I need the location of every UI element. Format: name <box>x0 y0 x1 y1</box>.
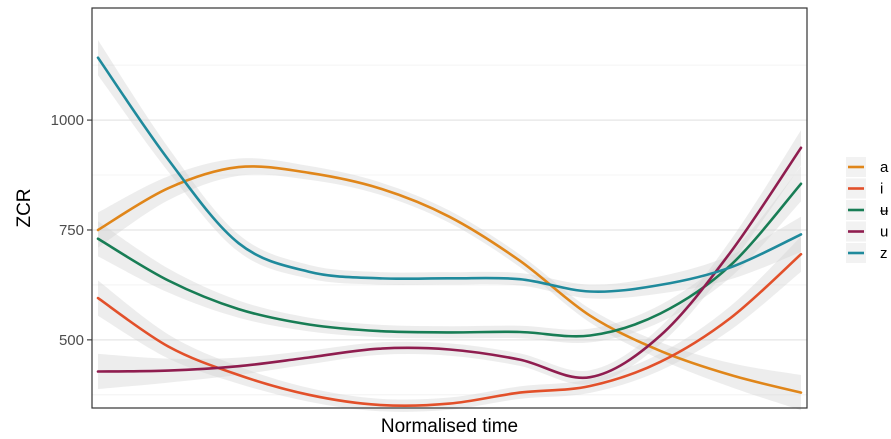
plot-background <box>92 8 807 408</box>
y-tick-label: 750 <box>59 222 84 239</box>
confidence-band-z <box>98 40 801 299</box>
plot-border <box>91 7 808 409</box>
x-axis-title: Normalised time <box>381 416 518 437</box>
legend-label-u: u <box>880 224 888 241</box>
y-axis-title: ZCR <box>14 188 35 227</box>
series-line-i <box>96 252 803 407</box>
series-line-z <box>96 56 803 293</box>
y-axis: 500 750 1000 <box>51 112 92 349</box>
series-lines <box>96 56 803 407</box>
confidence-bands <box>98 40 801 412</box>
series-line-a <box>96 165 803 394</box>
confidence-band-u <box>98 130 801 390</box>
series-line-ʉ <box>96 182 803 338</box>
y-tick-label: 1000 <box>51 112 84 129</box>
legend-label-a: a <box>880 159 889 176</box>
legend-label-ʉ: ʉ <box>880 202 889 219</box>
legend-label-z: z <box>880 245 888 262</box>
series-line-u <box>96 146 803 380</box>
legend-label-i: i <box>880 181 883 198</box>
grid <box>92 64 807 396</box>
confidence-band-a <box>98 158 801 411</box>
y-tick-label: 500 <box>59 332 84 349</box>
